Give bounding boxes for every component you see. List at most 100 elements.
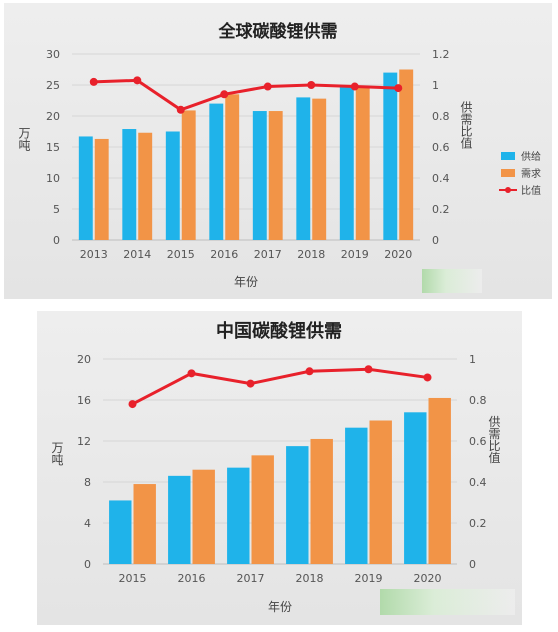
y2-tick-label: 0.8 [432,110,450,123]
chart-title: 全球碳酸锂供需 [218,21,338,42]
y-tick-label: 0 [53,234,60,247]
legend-label: 供给 [521,150,541,163]
y-tick-label: 10 [46,172,60,185]
ratio-point [128,400,137,409]
x-tick-label: 2015 [167,248,195,261]
x-axis-label: 年份 [268,600,292,614]
demand-bar [268,111,283,240]
ratio-point [133,76,142,85]
x-tick-label: 2015 [119,572,147,585]
demand-bar [225,94,240,240]
y2-tick-label: 0 [432,234,439,247]
ratio-point [246,379,255,388]
x-tick-label: 2018 [297,248,325,261]
ratio-point [364,365,373,374]
ratio-point [423,373,432,382]
supply-bar [168,475,191,564]
y-tick-label: 20 [46,110,60,123]
x-axis-label: 年份 [234,275,258,289]
y2-tick-label: 1 [469,353,476,366]
y-tick-label: 4 [84,517,91,530]
supply-bar [383,72,398,240]
x-tick-label: 2018 [296,572,324,585]
demand-bar [192,469,215,564]
demand-bar [181,110,196,240]
y2-axis-label: 供需比值 [487,415,501,464]
demand-bar [133,484,156,564]
ratio-point [187,369,196,378]
y-tick-label: 12 [77,435,91,448]
x-tick-label: 2017 [254,248,282,261]
y-tick-label: 15 [46,141,60,154]
x-tick-label: 2019 [355,572,383,585]
y2-tick-label: 1.2 [432,48,450,61]
demand-bar [138,132,153,240]
ratio-point [89,77,98,86]
supply-bar [296,97,311,241]
supply-bar [252,111,267,240]
watermark-blur [422,269,482,293]
y-tick-label: 25 [46,79,60,92]
supply-bar [209,103,224,240]
y-tick-label: 16 [77,394,91,407]
x-tick-label: 2020 [384,248,412,261]
x-tick-label: 2020 [414,572,442,585]
y2-tick-label: 0.4 [469,476,487,489]
ratio-line [93,78,399,112]
ratio-point [307,81,316,89]
demand-bar [312,98,327,240]
y-tick-label: 20 [77,353,91,366]
ratio-point [350,82,359,91]
supply-bar [122,129,137,240]
supply-bar [78,136,93,240]
x-tick-label: 2017 [237,572,265,585]
y2-tick-label: 0.6 [432,141,450,154]
global-chart-panel: 全球碳酸锂供需 0 5 10 15 20 25 30 0 0.2 0.4 0.6 0.8 1 1.2 2013… [4,3,552,299]
y-tick-label: 30 [46,48,60,61]
demand-bar [310,438,333,564]
demand-bar [251,455,274,564]
supply-bar [286,446,309,564]
demand-bar [94,138,109,240]
x-tick-label: 2016 [210,248,238,261]
y-axis-label: 万吨 [50,442,64,466]
x-tick-label: 2014 [123,248,151,261]
ratio-point [263,82,272,91]
y-tick-label: 0 [84,558,91,571]
y2-tick-label: 0.6 [469,435,487,448]
supply-bar [227,467,250,564]
supply-bar [345,427,368,564]
y2-tick-label: 0.2 [469,517,487,530]
watermark-blur [380,589,515,615]
y-tick-label: 5 [53,203,60,216]
supply-bar [339,86,354,241]
chart-title: 中国碳酸锂供需 [216,320,342,342]
x-tick-label: 2013 [80,248,108,261]
y2-tick-label: 1 [432,79,439,92]
x-tick-label: 2019 [341,248,369,261]
y2-tick-label: 0.2 [432,203,450,216]
china-lithium-chart: 中国碳酸锂供需 0 4 8 12 16 20 0 0.2 0.4 0.6 0.8 1 2015 2016 20… [50,320,501,614]
demand-bar [355,86,370,241]
ratio-line [131,367,428,406]
legend-label: 比值 [521,184,541,197]
legend-swatch [501,152,515,160]
supply-bar [109,500,132,564]
demand-bar [428,397,451,564]
y2-tick-label: 0.4 [432,172,450,185]
demand-bar [399,69,414,240]
legend-swatch [501,169,515,177]
supply-bar [165,131,180,240]
ratio-point [220,90,229,99]
ratio-point [176,105,185,114]
demand-bar [369,420,392,564]
supply-bar [404,412,427,564]
x-tick-label: 2016 [178,572,206,585]
ratio-point [305,367,314,376]
legend-swatch-marker [505,187,511,193]
y2-tick-label: 0.8 [469,394,487,407]
y-axis-label: 万吨 [17,127,31,151]
global-lithium-chart: 全球碳酸锂供需 0 5 10 15 20 25 30 0 0.2 0.4 0.6 0.8 1 1.2 2013… [17,21,541,289]
china-chart-panel: 中国碳酸锂供需 0 4 8 12 16 20 0 0.2 0.4 0.6 0.8 1 2015 2016 20… [37,311,522,625]
y-tick-label: 8 [84,476,91,489]
